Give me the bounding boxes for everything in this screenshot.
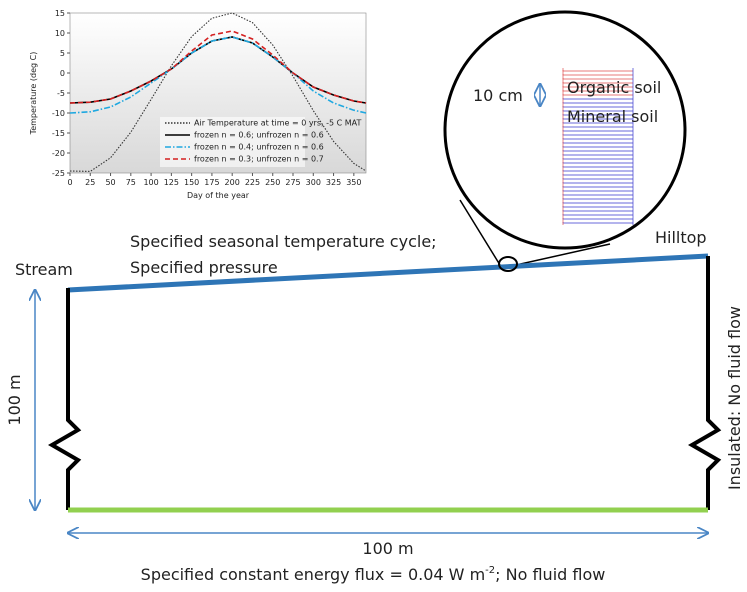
zoom-spot [498,256,518,272]
bottom-label: Specified constant energy flux = 0.04 W … [141,565,606,584]
soil-layer [562,146,633,148]
soil-layer [562,186,633,188]
right-label: Insulated: No fluid flow [725,306,744,490]
soil-layer [562,74,633,76]
y-tick-label: -5 [57,89,65,98]
soil-layer [562,70,633,72]
soil-layer [562,154,633,156]
width-label: 100 m [362,539,413,558]
soil-layer [562,94,633,96]
y-tick-label: 15 [55,9,65,18]
series-line [69,36,367,114]
x-tick-label: 25 [85,178,95,187]
y-axis-label: Temperature (deg C) [29,52,38,136]
soil-layer [562,110,633,112]
x-tick-label: 300 [306,178,321,187]
bottom-label-sup: -2 [485,565,495,576]
x-tick-label: 225 [245,178,260,187]
y-tick-label: 10 [55,29,65,38]
soil-layer [562,134,633,136]
zoom-circle [443,10,687,250]
legend-label: frozen n = 0.3; unfrozen n = 0.7 [194,155,324,164]
x-tick-label: 175 [204,178,219,187]
x-tick-label: 0 [67,178,72,187]
top-label: Specified seasonal temperature cycle; [130,232,437,251]
y-tick-label: -25 [52,169,65,178]
soil-layer [562,194,633,196]
thickness-label: 10 cm [473,86,523,105]
y-tick-label: 0 [60,69,65,78]
soil-layer [562,178,633,180]
soil-layer [562,102,633,104]
series-line [69,12,367,172]
x-axis-label: Day of the year [187,191,250,200]
soil-layer [562,158,633,160]
legend-label: Air Temperature at time = 0 yrs, -5 C MA… [194,119,362,128]
soil-layer [562,174,633,176]
top-label: Specified pressure [130,258,278,277]
x-tick-label: 200 [225,178,240,187]
bottom-label-text: Specified constant energy flux = 0.04 W … [141,565,486,584]
y-tick-label: -10 [52,109,65,118]
soil-layer [562,202,633,204]
x-tick-label: 275 [285,178,300,187]
soil-layer [562,190,633,192]
soil-layer [562,86,633,88]
legend-label: frozen n = 0.6; unfrozen n = 0.6 [194,131,324,140]
x-tick-label: 100 [143,178,158,187]
soil-layer [562,82,633,84]
x-tick-label: 325 [326,178,341,187]
top-boundary [67,253,709,293]
y-tick-label: -15 [52,129,65,138]
x-tick-label: 350 [346,178,361,187]
right-boundary [687,256,722,510]
soil-layer [562,126,633,128]
left-boundary [47,288,82,510]
soil-column [562,68,634,225]
soil-layer [562,170,633,172]
soil-layer [562,98,633,100]
x-tick-label: 75 [126,178,136,187]
soil-layer [562,150,633,152]
hilltop-label: Hilltop [655,228,707,247]
soil-layer [562,130,633,132]
soil-layer [562,122,633,124]
y-tick-label: -20 [52,149,65,158]
soil-layer [562,118,633,120]
soil-layer [562,106,633,108]
bottom-label-text: ; No fluid flow [495,565,605,584]
soil-layer [562,218,633,220]
zoom-line [459,199,501,266]
soil-layer [562,142,633,144]
soil-layer [562,114,633,116]
soil-layer [562,78,633,80]
organic-label: Organic soil [567,78,661,97]
soil-layer [562,162,633,164]
mineral-label: Mineral soil [567,107,658,126]
zoom-line [515,243,611,266]
x-tick-label: 125 [164,178,179,187]
soil-layer [562,214,633,216]
series-line [69,30,367,104]
height-label: 100 m [5,374,24,425]
soil-layer [562,182,633,184]
soil-layer [562,206,633,208]
legend-label: frozen n = 0.4; unfrozen n = 0.6 [194,143,324,152]
x-tick-label: 150 [184,178,199,187]
soil-layer [562,90,633,92]
soil-layer [562,210,633,212]
soil-layer [562,138,633,140]
y-tick-label: 5 [60,49,65,58]
soil-layer [562,198,633,200]
x-tick-label: 50 [105,178,115,187]
soil-layer [562,222,633,224]
soil-layer [562,166,633,168]
x-tick-label: 250 [265,178,280,187]
stream-label: Stream [15,260,73,279]
